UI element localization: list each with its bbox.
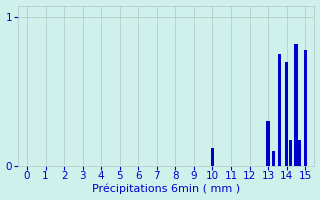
Bar bbox=[294, 44, 298, 166]
Bar bbox=[277, 54, 281, 166]
Bar bbox=[289, 140, 292, 166]
X-axis label: Précipitations 6min ( mm ): Précipitations 6min ( mm ) bbox=[92, 184, 240, 194]
Bar bbox=[267, 121, 270, 166]
Bar bbox=[303, 50, 307, 166]
Bar bbox=[298, 140, 301, 166]
Bar bbox=[285, 62, 288, 166]
Bar bbox=[272, 151, 275, 166]
Bar bbox=[211, 148, 214, 166]
